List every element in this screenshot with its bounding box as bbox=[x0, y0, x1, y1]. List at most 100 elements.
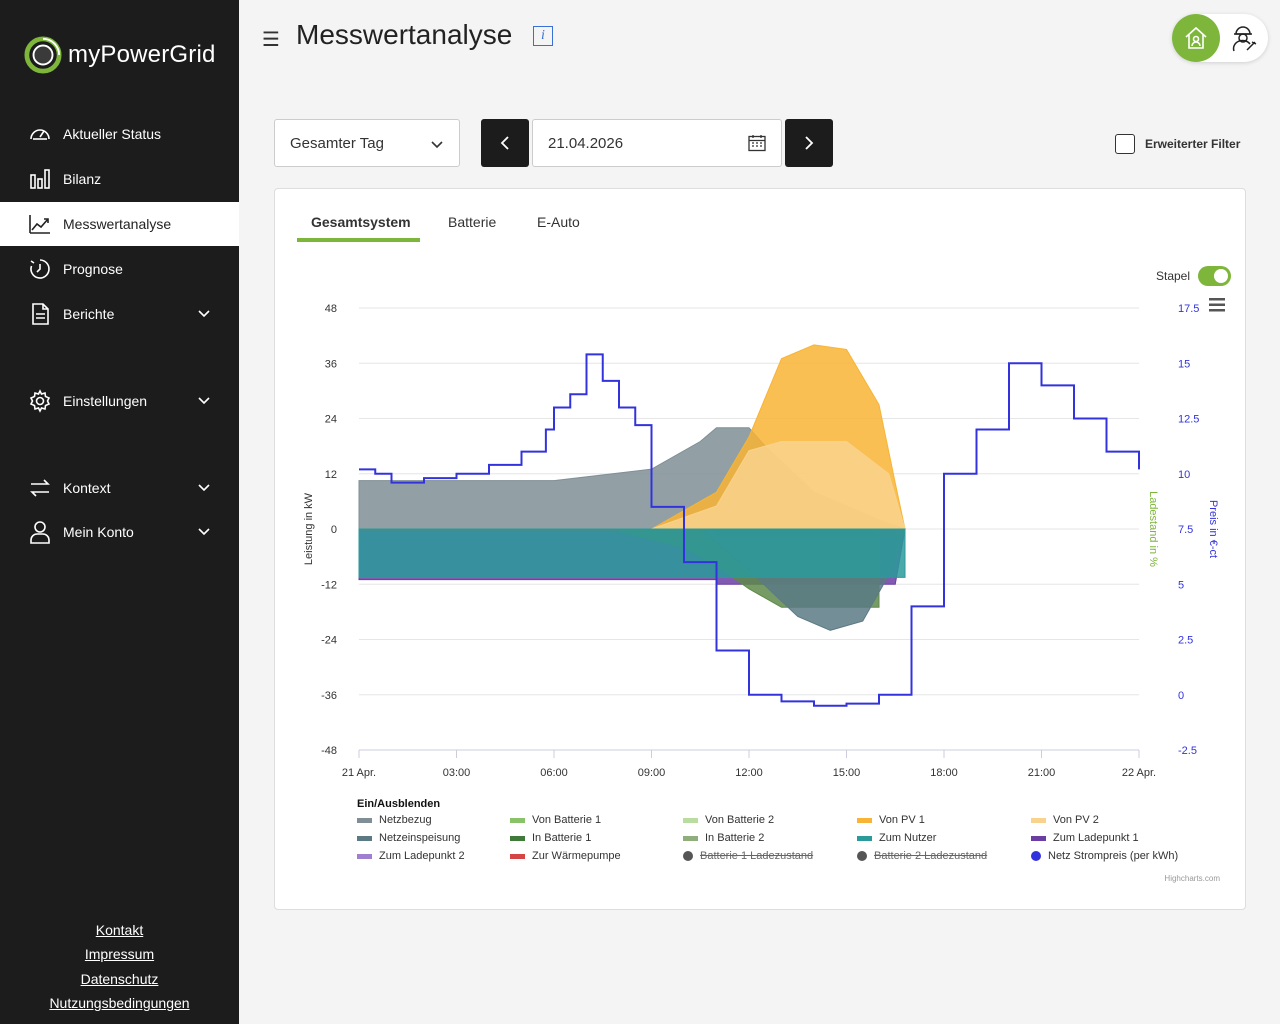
y-tick-label: 48 bbox=[325, 303, 337, 315]
footer-links: Kontakt Impressum Datenschutz Nutzungsbe… bbox=[0, 918, 239, 1016]
series-area-zum-nutzer bbox=[358, 528, 906, 578]
date-input[interactable]: 21.04.2026 bbox=[532, 119, 782, 167]
tab-e-auto[interactable]: E-Auto bbox=[537, 214, 580, 230]
link-kontakt[interactable]: Kontakt bbox=[95, 921, 144, 938]
link-nutzungsbedingungen[interactable]: Nutzungsbedingungen bbox=[49, 995, 190, 1012]
legend-swatch bbox=[1031, 835, 1046, 841]
sidebar-item-label: Bilanz bbox=[63, 171, 102, 187]
app-logo[interactable]: myPowerGrid bbox=[24, 36, 216, 74]
legend-swatch bbox=[510, 817, 525, 823]
legend-label: Netzeinspeisung bbox=[379, 832, 461, 844]
previous-day-button[interactable] bbox=[481, 119, 529, 167]
y-tick-label: 0 bbox=[331, 524, 337, 536]
y-axis-title-soc: Ladestand in % bbox=[1147, 491, 1159, 567]
stack-toggle-label: Stapel bbox=[1156, 269, 1191, 283]
price-tick-label: 5 bbox=[1178, 579, 1184, 591]
x-tick-label: 03:00 bbox=[443, 767, 471, 779]
legend-item[interactable]: Netz Strompreis (per kWh) bbox=[1031, 850, 1178, 862]
legend-swatch bbox=[510, 835, 525, 841]
tab-batterie[interactable]: Batterie bbox=[448, 214, 497, 230]
toggle-switch[interactable] bbox=[1198, 266, 1232, 286]
legend-item[interactable]: Von PV 2 bbox=[1031, 814, 1099, 826]
chevron-down-icon bbox=[197, 306, 211, 323]
legend-label: Batterie 2 Ladezustand bbox=[874, 850, 988, 862]
chevron-down-icon bbox=[197, 524, 211, 541]
hamburger-menu-icon[interactable]: ☰ bbox=[262, 29, 280, 51]
bar-chart-icon bbox=[28, 167, 52, 191]
legend-item[interactable]: Zum Nutzer bbox=[857, 832, 936, 844]
legend-swatch bbox=[357, 835, 372, 841]
sidebar: myPowerGrid Aktueller Status Bilanz Mess… bbox=[0, 0, 239, 1024]
chevron-down-icon bbox=[197, 480, 211, 497]
legend-label: Zum Ladepunkt 2 bbox=[379, 850, 465, 862]
legend-item[interactable]: Zum Ladepunkt 1 bbox=[1031, 832, 1139, 844]
active-tab-indicator bbox=[297, 238, 420, 242]
legend-label: Von PV 1 bbox=[879, 814, 925, 826]
legend-item[interactable]: Batterie 1 Ladezustand bbox=[683, 850, 813, 862]
price-tick-label: 2.5 bbox=[1178, 635, 1193, 647]
sidebar-item-berichte[interactable]: Berichte bbox=[0, 292, 239, 336]
next-day-button[interactable] bbox=[785, 119, 833, 167]
sidebar-item-kontext[interactable]: Kontext bbox=[0, 466, 239, 510]
x-tick-label: 22 Apr. bbox=[1122, 767, 1156, 779]
link-impressum[interactable]: Impressum bbox=[84, 946, 155, 963]
x-tick-label: 15:00 bbox=[833, 767, 861, 779]
legend-label: Netz Strompreis (per kWh) bbox=[1048, 850, 1179, 862]
info-icon[interactable]: i bbox=[533, 26, 553, 46]
x-tick-label: 21:00 bbox=[1028, 767, 1056, 779]
sidebar-item-label: Einstellungen bbox=[63, 393, 148, 409]
legend-item[interactable]: Batterie 2 Ladezustand bbox=[857, 850, 987, 862]
sidebar-item-mein-konto[interactable]: Mein Konto bbox=[0, 510, 239, 554]
y-tick-label: 12 bbox=[325, 469, 337, 481]
y-tick-label: -12 bbox=[321, 579, 337, 591]
stack-toggle[interactable]: Stapel bbox=[1156, 266, 1232, 286]
x-tick-label: 12:00 bbox=[735, 767, 763, 779]
forecast-icon bbox=[28, 257, 52, 281]
legend-swatch bbox=[683, 851, 693, 861]
line-chart-icon bbox=[28, 212, 52, 236]
chart-menu-icon[interactable] bbox=[1209, 298, 1225, 317]
legend-label: Batterie 1 Ladezustand bbox=[700, 850, 814, 862]
sidebar-item-status[interactable]: Aktueller Status bbox=[0, 112, 239, 156]
legend-label: In Batterie 1 bbox=[532, 832, 592, 844]
gauge-icon bbox=[28, 122, 52, 146]
legend-swatch bbox=[857, 851, 867, 861]
legend-item[interactable]: In Batterie 1 bbox=[510, 832, 591, 844]
top-right-actions bbox=[1172, 14, 1268, 62]
legend-label: Zur Wärmepumpe bbox=[532, 850, 621, 862]
y-tick-label: -36 bbox=[321, 690, 337, 702]
chart-credits[interactable]: Highcharts.com bbox=[1164, 874, 1220, 883]
legend-label: Netzbezug bbox=[379, 814, 432, 826]
calendar-icon[interactable] bbox=[747, 133, 767, 157]
link-datenschutz[interactable]: Datenschutz bbox=[80, 970, 159, 987]
swap-icon bbox=[28, 476, 52, 500]
legend-item[interactable]: Netzbezug bbox=[357, 814, 432, 826]
legend-swatch bbox=[357, 853, 372, 859]
y-tick-label: -24 bbox=[321, 635, 337, 647]
date-value: 21.04.2026 bbox=[548, 134, 624, 152]
x-tick-label: 06:00 bbox=[540, 767, 568, 779]
chevron-down-icon bbox=[197, 393, 211, 410]
legend-item[interactable]: Zur Wärmepumpe bbox=[510, 850, 621, 862]
installer-button[interactable] bbox=[1228, 24, 1258, 54]
legend-item[interactable]: Netzeinspeisung bbox=[357, 832, 460, 844]
sidebar-item-messwertanalyse[interactable]: Messwertanalyse bbox=[0, 202, 239, 246]
extended-filter-checkbox[interactable] bbox=[1115, 134, 1135, 154]
legend-item[interactable]: In Batterie 2 bbox=[683, 832, 764, 844]
extended-filter[interactable]: Erweiterter Filter bbox=[1115, 134, 1240, 154]
sidebar-item-prognose[interactable]: Prognose bbox=[0, 247, 239, 291]
legend-item[interactable]: Zum Ladepunkt 2 bbox=[357, 850, 465, 862]
sidebar-item-bilanz[interactable]: Bilanz bbox=[0, 157, 239, 201]
legend-item[interactable]: Von Batterie 1 bbox=[510, 814, 601, 826]
range-select[interactable]: Gesamter Tag bbox=[274, 119, 460, 167]
legend-item[interactable]: Von PV 1 bbox=[857, 814, 925, 826]
sidebar-item-einstellungen[interactable]: Einstellungen bbox=[0, 379, 239, 423]
y-tick-label: -48 bbox=[321, 745, 337, 757]
page-title: Messwertanalyse bbox=[296, 19, 513, 50]
legend-item[interactable]: Von Batterie 2 bbox=[683, 814, 774, 826]
document-icon bbox=[28, 302, 52, 326]
y-tick-label: 24 bbox=[325, 414, 337, 426]
tab-gesamtsystem[interactable]: Gesamtsystem bbox=[311, 214, 411, 230]
home-user-button[interactable] bbox=[1172, 14, 1220, 62]
gear-icon bbox=[28, 389, 52, 413]
